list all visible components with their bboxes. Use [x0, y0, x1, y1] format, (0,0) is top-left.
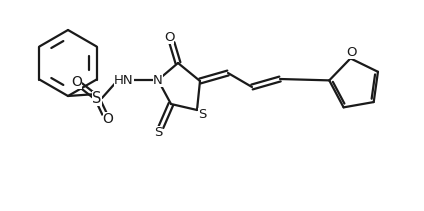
Text: S: S: [92, 91, 102, 106]
Text: O: O: [164, 31, 174, 43]
Text: S: S: [198, 107, 206, 120]
Text: O: O: [72, 75, 82, 89]
Text: S: S: [154, 126, 162, 138]
Text: O: O: [346, 46, 357, 59]
Text: N: N: [153, 73, 163, 87]
Text: HN: HN: [114, 73, 134, 87]
Text: O: O: [103, 112, 114, 126]
